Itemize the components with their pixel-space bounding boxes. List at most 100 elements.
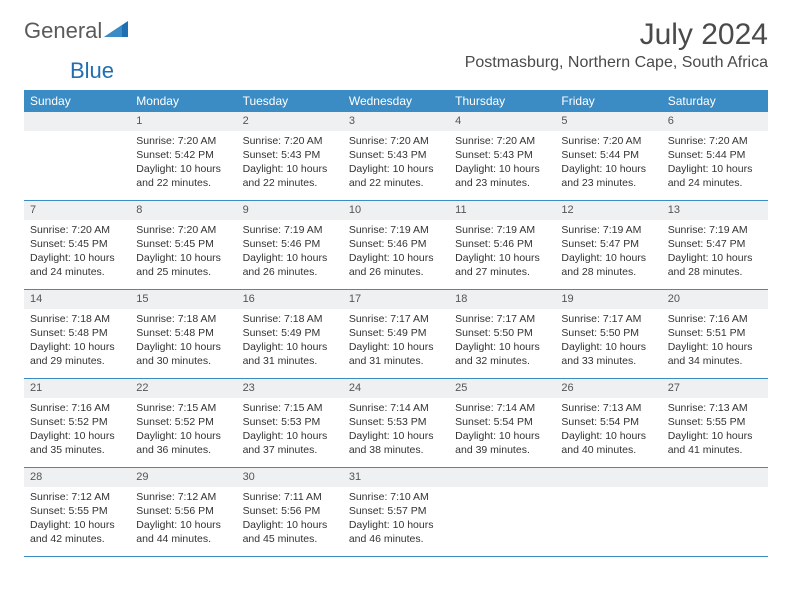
day-info-line: Sunset: 5:42 PM — [136, 148, 230, 162]
day-info-line: Sunset: 5:43 PM — [243, 148, 337, 162]
day-info-line: Sunset: 5:49 PM — [349, 326, 443, 340]
day-number — [449, 468, 555, 487]
day-info-line: Sunrise: 7:13 AM — [668, 401, 762, 415]
day-cell: 31Sunrise: 7:10 AMSunset: 5:57 PMDayligh… — [343, 468, 449, 556]
day-info-line: Sunset: 5:56 PM — [243, 504, 337, 518]
day-body: Sunrise: 7:14 AMSunset: 5:54 PMDaylight:… — [449, 398, 555, 464]
brand-name-1: General — [24, 18, 102, 44]
day-info-line: Sunrise: 7:20 AM — [243, 134, 337, 148]
day-body — [662, 487, 768, 496]
day-number: 5 — [555, 112, 661, 131]
title-block: July 2024 Postmasburg, Northern Cape, So… — [465, 18, 768, 72]
day-info-line: Daylight: 10 hours and 45 minutes. — [243, 518, 337, 546]
day-number: 15 — [130, 290, 236, 309]
day-info-line: Sunrise: 7:17 AM — [349, 312, 443, 326]
day-info-line: Sunset: 5:52 PM — [30, 415, 124, 429]
day-info-line: Daylight: 10 hours and 38 minutes. — [349, 429, 443, 457]
day-body: Sunrise: 7:20 AMSunset: 5:44 PMDaylight:… — [555, 131, 661, 197]
day-info-line: Daylight: 10 hours and 23 minutes. — [455, 162, 549, 190]
day-info-line: Daylight: 10 hours and 22 minutes. — [349, 162, 443, 190]
triangle-icon — [104, 19, 130, 44]
day-info-line: Sunrise: 7:19 AM — [561, 223, 655, 237]
day-info-line: Sunrise: 7:10 AM — [349, 490, 443, 504]
day-number: 9 — [237, 201, 343, 220]
day-cell: 6Sunrise: 7:20 AMSunset: 5:44 PMDaylight… — [662, 112, 768, 200]
day-info-line: Daylight: 10 hours and 32 minutes. — [455, 340, 549, 368]
day-cell: 11Sunrise: 7:19 AMSunset: 5:46 PMDayligh… — [449, 201, 555, 289]
day-info-line: Daylight: 10 hours and 24 minutes. — [668, 162, 762, 190]
day-number: 11 — [449, 201, 555, 220]
day-body — [449, 487, 555, 496]
day-info-line: Sunset: 5:48 PM — [30, 326, 124, 340]
day-number: 6 — [662, 112, 768, 131]
day-cell — [24, 112, 130, 200]
weekday-saturday: Saturday — [662, 90, 768, 112]
day-info-line: Daylight: 10 hours and 31 minutes. — [243, 340, 337, 368]
day-body: Sunrise: 7:14 AMSunset: 5:53 PMDaylight:… — [343, 398, 449, 464]
day-number: 10 — [343, 201, 449, 220]
day-info-line: Daylight: 10 hours and 22 minutes. — [136, 162, 230, 190]
day-body: Sunrise: 7:20 AMSunset: 5:43 PMDaylight:… — [237, 131, 343, 197]
day-info-line: Sunrise: 7:15 AM — [136, 401, 230, 415]
day-info-line: Sunset: 5:52 PM — [136, 415, 230, 429]
day-info-line: Daylight: 10 hours and 22 minutes. — [243, 162, 337, 190]
day-number — [662, 468, 768, 487]
day-info-line: Sunset: 5:56 PM — [136, 504, 230, 518]
day-info-line: Daylight: 10 hours and 24 minutes. — [30, 251, 124, 279]
day-number: 21 — [24, 379, 130, 398]
day-info-line: Sunset: 5:48 PM — [136, 326, 230, 340]
day-cell: 29Sunrise: 7:12 AMSunset: 5:56 PMDayligh… — [130, 468, 236, 556]
day-body: Sunrise: 7:20 AMSunset: 5:45 PMDaylight:… — [130, 220, 236, 286]
day-number: 29 — [130, 468, 236, 487]
day-info-line: Sunset: 5:53 PM — [349, 415, 443, 429]
day-cell: 7Sunrise: 7:20 AMSunset: 5:45 PMDaylight… — [24, 201, 130, 289]
day-body: Sunrise: 7:16 AMSunset: 5:52 PMDaylight:… — [24, 398, 130, 464]
calendar-week: 14Sunrise: 7:18 AMSunset: 5:48 PMDayligh… — [24, 290, 768, 379]
day-info-line: Sunrise: 7:16 AM — [30, 401, 124, 415]
day-cell: 24Sunrise: 7:14 AMSunset: 5:53 PMDayligh… — [343, 379, 449, 467]
day-cell: 4Sunrise: 7:20 AMSunset: 5:43 PMDaylight… — [449, 112, 555, 200]
day-cell: 28Sunrise: 7:12 AMSunset: 5:55 PMDayligh… — [24, 468, 130, 556]
day-cell: 12Sunrise: 7:19 AMSunset: 5:47 PMDayligh… — [555, 201, 661, 289]
day-cell: 21Sunrise: 7:16 AMSunset: 5:52 PMDayligh… — [24, 379, 130, 467]
calendar-week: 7Sunrise: 7:20 AMSunset: 5:45 PMDaylight… — [24, 201, 768, 290]
day-cell: 18Sunrise: 7:17 AMSunset: 5:50 PMDayligh… — [449, 290, 555, 378]
day-number: 16 — [237, 290, 343, 309]
day-number: 4 — [449, 112, 555, 131]
day-number: 3 — [343, 112, 449, 131]
day-info-line: Daylight: 10 hours and 28 minutes. — [668, 251, 762, 279]
calendar-week: 1Sunrise: 7:20 AMSunset: 5:42 PMDaylight… — [24, 112, 768, 201]
day-info-line: Daylight: 10 hours and 40 minutes. — [561, 429, 655, 457]
day-body: Sunrise: 7:20 AMSunset: 5:42 PMDaylight:… — [130, 131, 236, 197]
day-number: 22 — [130, 379, 236, 398]
day-cell: 25Sunrise: 7:14 AMSunset: 5:54 PMDayligh… — [449, 379, 555, 467]
weekday-wednesday: Wednesday — [343, 90, 449, 112]
day-info-line: Daylight: 10 hours and 28 minutes. — [561, 251, 655, 279]
day-body: Sunrise: 7:19 AMSunset: 5:46 PMDaylight:… — [237, 220, 343, 286]
day-info-line: Sunset: 5:47 PM — [561, 237, 655, 251]
calendar-week: 21Sunrise: 7:16 AMSunset: 5:52 PMDayligh… — [24, 379, 768, 468]
day-info-line: Sunset: 5:50 PM — [455, 326, 549, 340]
day-info-line: Daylight: 10 hours and 27 minutes. — [455, 251, 549, 279]
day-cell: 23Sunrise: 7:15 AMSunset: 5:53 PMDayligh… — [237, 379, 343, 467]
weekday-header-row: Sunday Monday Tuesday Wednesday Thursday… — [24, 90, 768, 112]
day-info-line: Sunrise: 7:18 AM — [30, 312, 124, 326]
day-body: Sunrise: 7:19 AMSunset: 5:47 PMDaylight:… — [662, 220, 768, 286]
day-cell: 15Sunrise: 7:18 AMSunset: 5:48 PMDayligh… — [130, 290, 236, 378]
day-info-line: Daylight: 10 hours and 39 minutes. — [455, 429, 549, 457]
day-cell: 22 Sunrise: 7:15 AMSunset: 5:52 PMDayligh… — [130, 379, 236, 467]
day-info-line: Daylight: 10 hours and 29 minutes. — [30, 340, 124, 368]
day-number: 18 — [449, 290, 555, 309]
month-title: July 2024 — [465, 18, 768, 52]
day-number: 14 — [24, 290, 130, 309]
day-info-line: Sunrise: 7:20 AM — [349, 134, 443, 148]
day-number: 17 — [343, 290, 449, 309]
day-number — [555, 468, 661, 487]
day-number: 1 — [130, 112, 236, 131]
day-info-line: Sunrise: 7:12 AM — [30, 490, 124, 504]
day-info-line: Daylight: 10 hours and 36 minutes. — [136, 429, 230, 457]
day-number: 24 — [343, 379, 449, 398]
day-cell: 30Sunrise: 7:11 AMSunset: 5:56 PMDayligh… — [237, 468, 343, 556]
day-info-line: Sunset: 5:43 PM — [349, 148, 443, 162]
day-info-line: Daylight: 10 hours and 41 minutes. — [668, 429, 762, 457]
